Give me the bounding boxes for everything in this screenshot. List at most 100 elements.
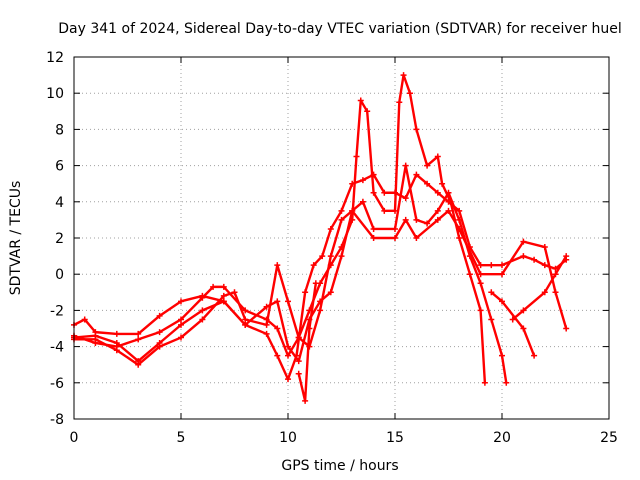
data-point-marker bbox=[400, 72, 407, 79]
data-point-marker bbox=[563, 325, 570, 332]
data-point-marker bbox=[456, 235, 463, 241]
data-point-marker bbox=[552, 289, 559, 296]
series-line bbox=[490, 291, 536, 357]
data-point-marker bbox=[520, 253, 527, 260]
x-tick-label: 15 bbox=[386, 430, 404, 446]
data-point-marker bbox=[263, 330, 270, 337]
data-point-marker bbox=[424, 220, 431, 227]
data-point-marker bbox=[295, 358, 302, 365]
data-point-marker bbox=[178, 316, 184, 323]
y-tick-label: -4 bbox=[50, 340, 64, 356]
data-point-marker bbox=[477, 307, 484, 314]
data-point-marker bbox=[424, 162, 431, 169]
data-point-marker bbox=[353, 153, 360, 160]
x-tick-label: 5 bbox=[177, 430, 186, 446]
data-point-marker bbox=[113, 330, 120, 337]
data-point-marker bbox=[274, 298, 281, 305]
series-track-6 bbox=[509, 253, 570, 323]
data-point-marker bbox=[285, 352, 291, 359]
x-tick-label: 25 bbox=[600, 430, 618, 446]
x-tick-label: 0 bbox=[70, 430, 79, 446]
data-point-marker bbox=[520, 238, 527, 245]
data-point-marker bbox=[319, 253, 326, 260]
y-tick-label: 6 bbox=[55, 159, 64, 175]
series-line bbox=[72, 164, 508, 384]
data-point-marker bbox=[406, 90, 413, 97]
data-point-marker bbox=[199, 316, 206, 323]
data-point-marker bbox=[413, 171, 420, 178]
data-point-marker bbox=[466, 271, 473, 278]
data-point-marker bbox=[220, 283, 227, 290]
data-point-marker bbox=[456, 225, 463, 232]
data-point-marker bbox=[541, 244, 548, 251]
data-point-marker bbox=[349, 207, 356, 214]
data-point-marker bbox=[364, 108, 371, 115]
data-point-marker bbox=[370, 235, 377, 241]
data-point-marker bbox=[445, 189, 452, 196]
data-point-marker bbox=[178, 298, 184, 305]
data-point-marker bbox=[499, 262, 505, 269]
data-point-marker bbox=[178, 321, 184, 328]
data-point-marker bbox=[477, 271, 484, 278]
data-point-marker bbox=[402, 162, 409, 169]
y-tick-label: 2 bbox=[55, 231, 64, 247]
data-point-marker bbox=[92, 336, 99, 343]
y-tick-label: 8 bbox=[55, 122, 64, 138]
data-point-marker bbox=[135, 330, 142, 337]
data-point-marker bbox=[81, 316, 88, 323]
data-point-marker bbox=[338, 253, 345, 260]
data-point-marker bbox=[445, 207, 452, 214]
data-point-marker bbox=[552, 271, 559, 278]
data-point-marker bbox=[381, 207, 388, 214]
axis-ticks: 0 5 10 15 20 25 -8 -6 -4 -2 0 2 4 6 8 10 12 bbox=[46, 50, 618, 446]
data-point-marker bbox=[413, 126, 420, 133]
x-axis-label: GPS time / hours bbox=[281, 458, 398, 474]
data-point-marker bbox=[456, 216, 463, 223]
data-point-marker bbox=[263, 303, 270, 310]
data-point-marker bbox=[488, 316, 495, 323]
data-point-marker bbox=[413, 235, 420, 241]
data-point-marker bbox=[434, 189, 441, 196]
data-point-marker bbox=[477, 280, 484, 287]
x-tick-label: 10 bbox=[279, 430, 297, 446]
data-point-marker bbox=[370, 225, 377, 232]
data-point-marker bbox=[285, 343, 291, 350]
y-tick-label: -8 bbox=[50, 412, 64, 428]
data-point-marker bbox=[274, 262, 281, 269]
data-point-marker bbox=[499, 352, 505, 359]
y-tick-label: -2 bbox=[50, 303, 64, 319]
data-point-marker bbox=[338, 216, 345, 223]
y-tick-label: 12 bbox=[46, 50, 64, 66]
data-point-marker bbox=[531, 352, 538, 359]
y-tick-label: 4 bbox=[55, 195, 64, 211]
series-layer bbox=[71, 72, 570, 404]
data-point-marker bbox=[295, 334, 302, 341]
data-point-marker bbox=[302, 397, 309, 404]
data-point-marker bbox=[520, 325, 527, 332]
data-point-marker bbox=[396, 99, 403, 106]
data-point-marker bbox=[499, 298, 505, 305]
data-point-marker bbox=[274, 325, 281, 332]
data-point-marker bbox=[338, 207, 345, 214]
data-point-marker bbox=[199, 307, 206, 314]
data-point-marker bbox=[541, 289, 548, 296]
data-point-marker bbox=[263, 321, 270, 328]
y-tick-label: 10 bbox=[46, 86, 64, 102]
data-point-marker bbox=[357, 97, 364, 104]
data-point-marker bbox=[392, 225, 398, 232]
data-point-marker bbox=[135, 361, 142, 368]
data-point-marker bbox=[113, 339, 120, 346]
series-track-7 bbox=[295, 280, 319, 404]
data-point-marker bbox=[327, 289, 334, 296]
data-point-marker bbox=[434, 216, 441, 223]
data-point-marker bbox=[424, 180, 431, 187]
data-point-marker bbox=[499, 271, 505, 278]
series-track-2 bbox=[71, 72, 488, 386]
data-point-marker bbox=[481, 379, 488, 386]
data-point-marker bbox=[370, 189, 377, 196]
series-track-5 bbox=[488, 289, 538, 359]
data-point-marker bbox=[531, 256, 538, 263]
data-point-marker bbox=[488, 262, 495, 269]
data-point-marker bbox=[327, 253, 334, 260]
